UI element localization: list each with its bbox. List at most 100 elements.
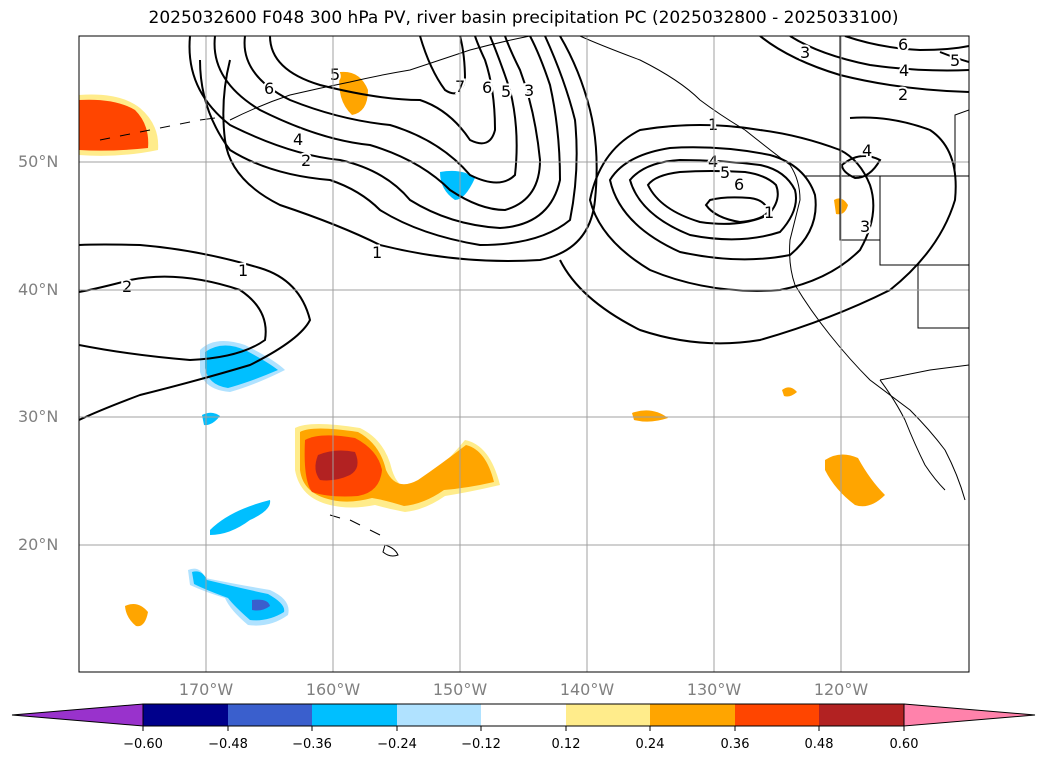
coastlines (99, 36, 969, 557)
colorbar-frame (142, 703, 905, 727)
neg-region-gulf (440, 170, 475, 200)
pv-contour-ne-small (840, 155, 882, 180)
pos-region-hawaii-core (315, 450, 358, 481)
pv-contour-5-mid (243, 36, 518, 184)
pv-contour-ne-3 (844, 36, 969, 52)
coast-alaska (229, 36, 531, 121)
contour-label: 6 (264, 79, 274, 98)
lat-label-20: 20°N (18, 535, 59, 554)
contour-label: 3 (524, 81, 534, 100)
colorbar-tick: 0.24 (635, 737, 665, 752)
contour-label: 6 (482, 78, 492, 97)
colorbar-seg (312, 704, 397, 726)
lon-label-160w: 160°W (305, 680, 361, 699)
contour-label: 2 (122, 277, 132, 296)
colorbar-tick: 0.12 (551, 737, 581, 752)
pv-contour-1-mid (222, 36, 598, 262)
contour-label: 1 (708, 115, 718, 134)
colorbar-extend-max (903, 703, 1036, 727)
colorbar-tick: −0.24 (377, 737, 417, 752)
pv-contour-east-4 (628, 158, 797, 241)
pv-contour-east-1 (559, 116, 957, 345)
contour-label: 5 (330, 65, 340, 84)
pv-contour-east-2 (588, 124, 875, 292)
map-title: 2025032600 F048 300 hPa PV, river basin … (148, 8, 899, 28)
neg-region-south-2-deep (252, 599, 270, 611)
neg-region-south-1 (210, 500, 271, 535)
contour-label: 4 (293, 130, 303, 149)
contour-label: 4 (862, 141, 872, 160)
coast-baja (879, 379, 946, 491)
contour-label: 4 (899, 61, 909, 80)
lon-label-170w: 170°W (178, 680, 234, 699)
pv-contour-6-mid (269, 36, 497, 145)
contour-label: 6 (734, 175, 744, 194)
border-state-1 (839, 176, 880, 241)
pv-contour-7-mid (419, 36, 467, 95)
lat-label-40: 40°N (18, 280, 59, 299)
colorbar-seg (228, 704, 312, 726)
contour-label: 3 (800, 43, 810, 62)
pv-contour-2-south (79, 275, 267, 362)
lat-label-50: 50°N (18, 152, 59, 171)
neg-region-small-1 (202, 412, 220, 426)
colorbar (11, 703, 1036, 731)
map-field: 2 1 4 2 6 5 7 6 5 3 1 4 5 6 1 3 6 4 2 5 … (79, 35, 969, 672)
pv-contour-east-6 (704, 196, 770, 224)
colorbar-tick: 0.36 (720, 737, 750, 752)
colorbar-seg (650, 704, 735, 726)
lat-label-30: 30°N (18, 407, 59, 426)
colorbar-tick: −0.48 (208, 737, 248, 752)
colorbar-seg (819, 704, 904, 726)
colorbar-seg (566, 704, 650, 726)
pv-contour-2-mid (199, 36, 578, 247)
colorbar-tick: 0.48 (804, 737, 834, 752)
colorbar-seg (481, 704, 566, 726)
pos-region-small-south (125, 604, 148, 627)
pv-contour-3-mid (188, 36, 562, 230)
colorbar-tick: −0.36 (292, 737, 332, 752)
colorbar-tick: −0.12 (461, 737, 501, 752)
border-state-5 (954, 109, 969, 176)
colorbar-seg (143, 704, 228, 726)
contour-label: 1 (372, 243, 382, 262)
pv-contour-ne-1 (759, 36, 969, 93)
pv-contour-4-mid (213, 36, 542, 212)
map-frame (78, 35, 970, 673)
pv-contours (79, 36, 969, 421)
lon-label-150w: 150°W (432, 680, 488, 699)
colorbar-extend-min (11, 703, 144, 727)
pv-contour-east-5 (646, 170, 779, 225)
colorbar-tick: 0.60 (889, 737, 919, 752)
contour-label: 5 (950, 51, 960, 70)
pos-region-west-aleutian-core (79, 99, 149, 151)
border-state-2 (879, 176, 969, 266)
colorbar-seg (735, 704, 819, 726)
pos-region-baja (825, 454, 885, 507)
contour-label: 6 (898, 35, 908, 54)
pv-contour-ne-2 (789, 36, 969, 72)
border-state-3 (917, 265, 969, 329)
aleutian-islands (99, 117, 216, 141)
contour-label: 1 (238, 261, 248, 280)
gridlines (79, 36, 969, 672)
lon-label-120w: 120°W (813, 680, 869, 699)
contour-label: 5 (501, 82, 511, 101)
border-mexico (879, 364, 969, 381)
contour-label: 2 (301, 151, 311, 170)
hawaii-islands (329, 514, 399, 557)
lon-label-140w: 140°W (559, 680, 615, 699)
pos-region-small-coast (782, 387, 797, 397)
pv-contour-1-south (79, 243, 312, 421)
contour-label: 1 (764, 203, 774, 222)
pv-contour-ne-4 (939, 51, 969, 63)
pc-shading (79, 71, 885, 627)
contour-label: 5 (720, 163, 730, 182)
lon-label-130w: 130°W (686, 680, 742, 699)
contour-label: 3 (860, 217, 870, 236)
pos-region-small-east (632, 410, 668, 422)
pv-contour-east-3 (608, 146, 817, 261)
contour-label: 2 (898, 85, 908, 104)
contour-label-group: 2 1 4 2 6 5 7 6 5 3 1 4 5 6 1 3 6 4 2 5 … (120, 35, 962, 298)
